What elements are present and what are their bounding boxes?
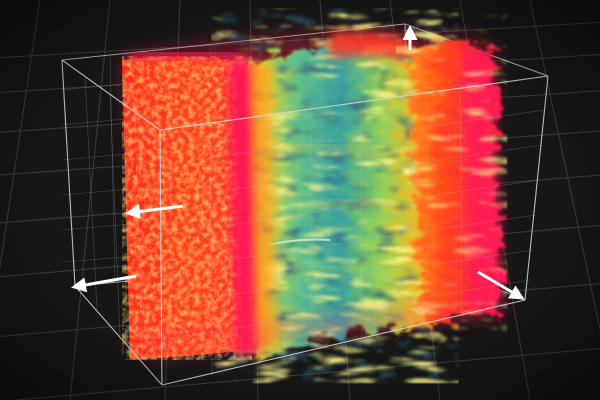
3d-volume-render-viewport[interactable] <box>0 0 600 400</box>
vignette-overlay <box>0 0 600 400</box>
volume-render-scene <box>0 0 600 400</box>
